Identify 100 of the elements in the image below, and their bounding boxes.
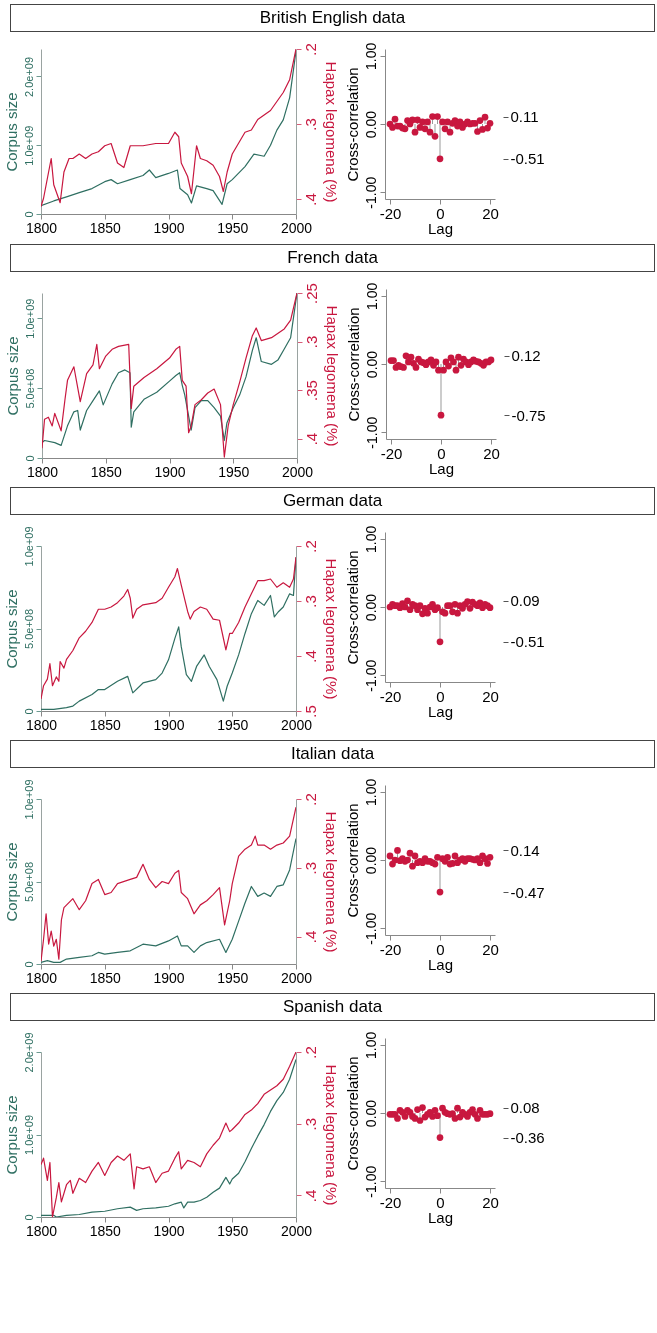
x-tick-label: 20 [483,444,500,462]
y-axis-title: Cross-correlation [343,803,361,918]
x-axis-title: Lag [427,702,454,720]
y-tick-label: 1.00 [362,778,379,806]
y-tick-label: 0.00 [362,846,379,875]
x-tick-label: 1950 [217,219,249,236]
x-tick-label: 1950 [217,1222,249,1239]
x-axis-title: Lag [427,219,454,237]
y2-tick-label: 0.11 [510,108,539,125]
x-tick-label: 1900 [153,716,185,733]
text: German data [10,487,655,515]
y-tick-label: 1.00 [362,525,379,553]
y-axis-title: Corpus size [2,1095,20,1175]
y-tick-label: 1.0e+09 [22,526,35,567]
x-tick-label: 1900 [153,1222,185,1239]
y-axis-title: Corpus size [2,842,20,922]
y2-tick-label: .2 [301,43,319,56]
x-tick-label: 2000 [280,969,313,986]
text: Spanish data [10,993,655,1021]
x-tick-label: -20 [379,687,402,705]
x-tick-label: 0 [436,1193,445,1211]
y2-axis-title: Hapax legomena (%) [322,1064,340,1206]
y-tick-label: -1.00 [362,659,379,692]
y-tick-label: 5.0e+08 [22,608,35,650]
x-tick-label: 1900 [153,219,185,236]
x-tick-label: -20 [379,1193,402,1211]
y2-tick-label: .25 [302,283,320,304]
x-tick-label: 1950 [217,716,249,733]
y2-tick-label: .4 [301,1189,319,1203]
y-tick-label: 1.0e+09 [22,125,35,166]
text: French data [10,244,655,272]
x-tick-label: 2000 [280,1222,313,1239]
x-tick-label: 0 [436,687,445,705]
y2-tick-label: .4 [302,432,320,446]
y-axis-title: Cross-correlation [343,1056,361,1171]
y2-axis-title: Hapax legomena (%) [322,811,340,953]
x-tick-label: 0 [436,940,445,958]
x-tick-label: 0 [437,444,446,462]
y2-axis-title: Hapax legomena (%) [322,558,340,700]
text: Italian data [10,740,655,768]
y-tick-label: 1.00 [363,282,380,310]
y-axis-title: Corpus size [2,92,20,172]
y-axis-title: Corpus size [3,336,21,416]
y2-tick-label: 0.08 [510,1099,540,1117]
y-axis-title: Cross-correlation [344,307,362,422]
y-axis-title: Corpus size [2,589,20,669]
x-tick-label: 2000 [280,219,313,236]
y-tick-label: -1.00 [362,176,379,209]
y-tick-label: 1.00 [362,42,379,70]
x-tick-label: 1950 [217,969,249,986]
x-tick-label: 20 [482,687,499,705]
x-tick-label: 2000 [281,463,314,480]
x-tick-label: 1800 [26,463,59,480]
y-tick-label: 5.0e+08 [22,861,35,903]
y2-tick-label: 0.12 [511,347,541,365]
y2-tick-label: .35 [302,380,320,401]
x-tick-label: 1800 [25,1222,58,1239]
y2-tick-label: .3 [301,595,319,608]
y2-tick-label: .4 [301,650,319,663]
y-tick-label: 1.0e+09 [22,779,35,820]
y2-axis-title: Hapax legomena (%) [322,61,340,203]
y2-tick-label: 0.09 [510,592,540,610]
x-tick-label: 20 [482,204,499,222]
y2-tick-label: .5 [301,705,319,718]
y-tick-label: 1.0e+09 [23,298,36,339]
x-tick-label: -20 [379,940,402,958]
y2-tick-label: .2 [301,540,319,553]
x-tick-label: -20 [379,204,402,222]
y-tick-label: 0.00 [362,110,379,139]
y-tick-label: 0.00 [362,593,379,622]
y-tick-label: -1.00 [362,1165,379,1198]
y-axis-title: Cross-correlation [343,67,361,182]
y2-tick-label: -0.47 [510,883,545,901]
x-tick-label: 1900 [153,969,185,986]
x-axis-title: Lag [427,1208,454,1226]
x-tick-label: 1850 [89,969,122,986]
text: British English data [10,4,655,32]
y2-tick-label: 0.14 [510,841,540,859]
y2-tick-label: -0.51 [510,150,545,168]
y2-tick-label: .4 [301,193,319,206]
y2-tick-label: .3 [302,335,320,349]
x-tick-label: 1950 [218,463,250,480]
y-tick-label: 0 [22,708,35,715]
x-tick-label: 1800 [25,969,58,986]
y2-tick-label: .3 [301,861,319,875]
y2-tick-label: -0.36 [510,1129,545,1147]
y2-tick-label: .2 [301,793,319,806]
y-axis-title: Cross-correlation [343,550,361,665]
y-tick-label: -1.00 [363,416,380,449]
x-tick-label: 1800 [25,219,58,236]
x-tick-label: 2000 [280,716,313,733]
y2-tick-label: .3 [301,1117,319,1131]
y-tick-label: 0 [22,1214,35,1221]
y-tick-label: 2.0e+09 [22,56,35,98]
x-tick-label: 1850 [90,463,123,480]
x-tick-label: 0 [436,204,445,222]
y-tick-label: 5.0e+08 [23,368,36,409]
y-tick-label: 2.0e+09 [22,1032,35,1073]
y2-tick-label: .2 [301,1046,319,1059]
y-tick-label: 0.00 [363,350,380,379]
